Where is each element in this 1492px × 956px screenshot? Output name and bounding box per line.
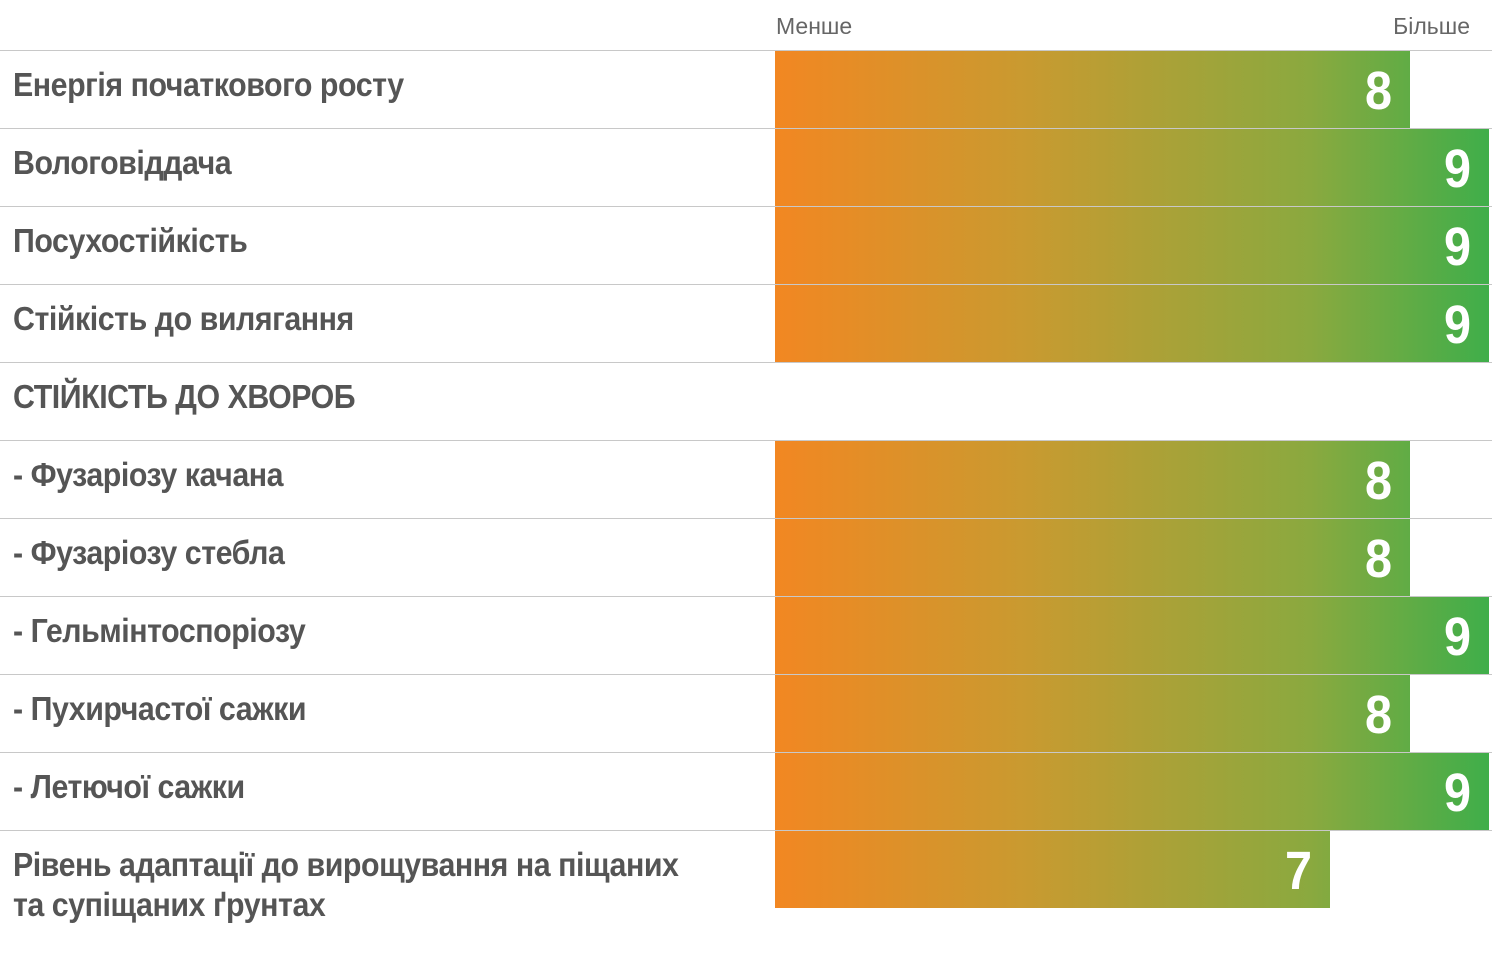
bar-value-label: 9 xyxy=(1443,607,1471,667)
rating-bar: 8 xyxy=(775,441,1410,518)
rating-bar: 9 xyxy=(775,207,1489,284)
bar-value-label: 9 xyxy=(1443,295,1471,355)
category-label: Енергія початкового росту xyxy=(13,66,404,103)
chart-row: Вологовіддача 9 xyxy=(0,128,1492,206)
chart-row: Енергія початкового росту 8 xyxy=(0,50,1492,128)
rating-bar: 9 xyxy=(775,753,1489,830)
rating-bar: 9 xyxy=(775,597,1489,674)
bar-value-label: 8 xyxy=(1364,61,1392,121)
category-label: СТІЙКІСТЬ ДО ХВОРОБ xyxy=(13,378,356,415)
bar-value-label: 9 xyxy=(1443,217,1471,277)
category-label: - Летючої сажки xyxy=(13,768,245,805)
rating-bar: 7 xyxy=(775,831,1330,908)
scale-min-label: Менше xyxy=(776,13,853,39)
bar-value-label: 8 xyxy=(1364,451,1392,511)
bar-value-label: 8 xyxy=(1364,529,1392,589)
rating-bar: 9 xyxy=(775,285,1489,362)
rating-bar: 8 xyxy=(775,51,1410,128)
chart-row: - Гельмінтоспоріозу 9 xyxy=(0,596,1492,674)
bar-value-label: 9 xyxy=(1443,763,1471,823)
bar-value-label: 9 xyxy=(1443,139,1471,199)
category-label: - Пухирчастої сажки xyxy=(13,690,307,727)
rating-bar: 8 xyxy=(775,675,1410,752)
category-label: Вологовіддача xyxy=(13,144,232,181)
rating-chart: Енергія початкового росту 8 Вологовіддача 9… xyxy=(0,50,1492,940)
chart-row: - Летючої сажки 9 xyxy=(0,752,1492,830)
chart-row: СТІЙКІСТЬ ДО ХВОРОБ xyxy=(0,362,1492,440)
category-label: Посухостійкість xyxy=(13,222,248,259)
chart-row: - Пухирчастої сажки 8 xyxy=(0,674,1492,752)
category-label: Рівень адаптації до вирощування на піщан… xyxy=(13,846,679,923)
chart-row: Рівень адаптації до вирощування на піщан… xyxy=(0,830,1492,940)
bar-value-label: 8 xyxy=(1364,685,1392,745)
category-label: - Гельмінтоспоріозу xyxy=(13,612,306,649)
chart-row: Стійкість до вилягання 9 xyxy=(0,284,1492,362)
rating-bar: 9 xyxy=(775,129,1489,206)
scale-max-label: Більше xyxy=(1393,13,1470,39)
chart-row: - Фузаріозу стебла 8 xyxy=(0,518,1492,596)
category-label: Стійкість до вилягання xyxy=(13,300,354,337)
bar-value-label: 7 xyxy=(1284,841,1312,901)
category-label: - Фузаріозу стебла xyxy=(13,534,285,571)
chart-row: Посухостійкість 9 xyxy=(0,206,1492,284)
chart-row: - Фузаріозу качана 8 xyxy=(0,440,1492,518)
rating-bar: 8 xyxy=(775,519,1410,596)
category-label: - Фузаріозу качана xyxy=(13,456,284,493)
